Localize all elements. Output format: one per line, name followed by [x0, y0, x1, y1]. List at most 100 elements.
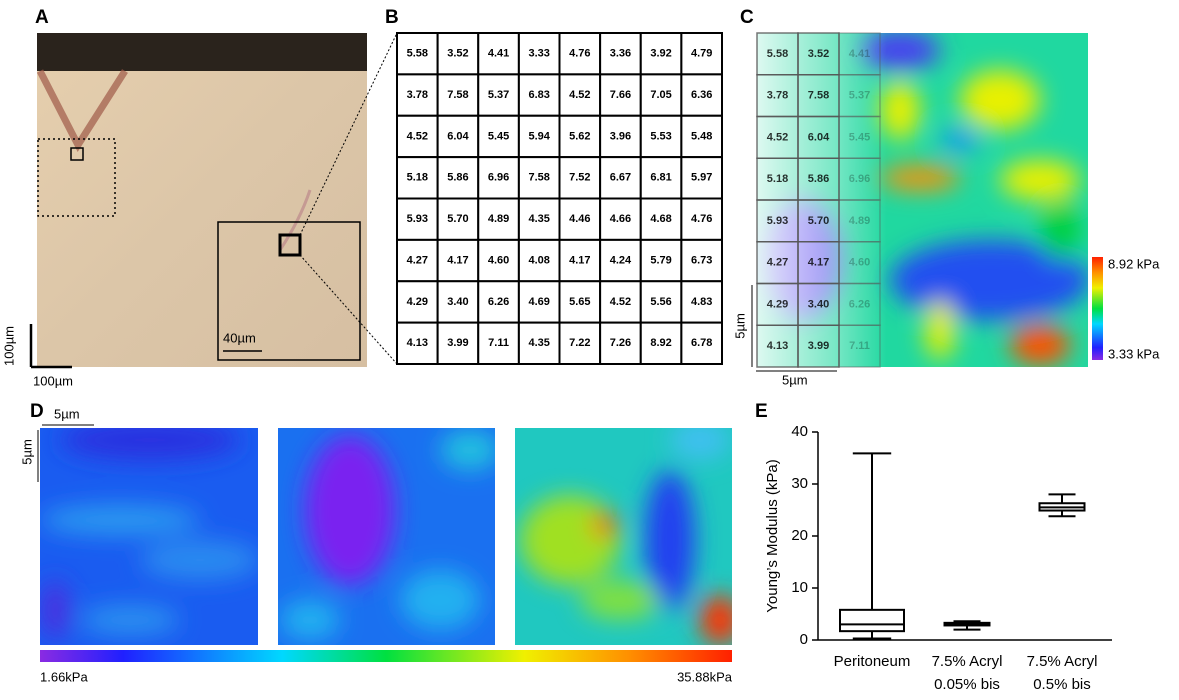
cell-value: 4.83 — [691, 296, 712, 308]
cell-value: 7.26 — [610, 337, 631, 349]
cell-value: 6.36 — [691, 89, 712, 101]
cell-value: 3.99 — [808, 340, 829, 352]
cell-value: 4.52 — [569, 89, 590, 101]
scale-label: 5µm — [54, 406, 80, 421]
scale-label: 100µm — [33, 373, 73, 388]
x-tick-label: 7.5% Acryl — [1027, 653, 1098, 670]
cell-value: 7.11 — [488, 337, 509, 349]
cell-value: 4.79 — [691, 48, 712, 60]
cell-value: 4.24 — [610, 254, 632, 266]
cell-value: 3.78 — [407, 89, 428, 101]
cell-value: 4.17 — [447, 254, 468, 266]
cell-value: 5.86 — [808, 173, 829, 185]
cell-value: 4.17 — [808, 257, 829, 269]
cell-value: 4.35 — [528, 213, 549, 225]
cell-value: 4.69 — [528, 296, 549, 308]
cell-value: 4.89 — [849, 215, 870, 227]
cell-value: 7.52 — [569, 172, 590, 184]
y-tick-label: 20 — [791, 527, 808, 544]
cell-value: 4.76 — [691, 213, 712, 225]
cell-value: 6.73 — [691, 254, 712, 266]
cell-value: 3.40 — [447, 296, 468, 308]
x-tick-label: Peritoneum — [834, 653, 911, 670]
cell-value: 4.08 — [528, 254, 549, 266]
cell-value: 5.53 — [650, 130, 671, 142]
cell-value: 5.97 — [691, 172, 712, 184]
cell-value: 5.93 — [767, 215, 788, 227]
panel-label: C — [740, 7, 754, 28]
heatmap — [278, 428, 500, 645]
cell-value: 4.60 — [849, 257, 870, 269]
cell-value: 4.52 — [610, 296, 631, 308]
cell-value: 3.99 — [447, 337, 468, 349]
scale-label: 5µm — [782, 372, 808, 387]
cell-value: 6.96 — [849, 173, 870, 185]
micrograph — [31, 33, 397, 367]
figure: 100µm 100µm 40µm 5.583.524.413.787.585.3… — [0, 0, 1179, 700]
cell-value: 5.58 — [767, 48, 788, 60]
cell-value: 4.89 — [488, 213, 509, 225]
cell-value: 5.79 — [650, 254, 671, 266]
cell-value: 4.41 — [849, 48, 870, 60]
y-tick-label: 40 — [791, 423, 808, 440]
cell-value: 7.58 — [447, 89, 468, 101]
cell-value: 6.04 — [808, 131, 830, 143]
cell-value: 3.96 — [610, 130, 631, 142]
cell-value: 7.22 — [569, 337, 590, 349]
cell-value: 5.94 — [528, 130, 550, 142]
cell-value: 4.13 — [407, 337, 428, 349]
colorbar-label: 1.66kPa — [40, 669, 88, 684]
x-tick-label: 7.5% Acryl — [932, 653, 1003, 670]
y-tick-label: 30 — [791, 475, 808, 492]
cell-value: 5.56 — [650, 296, 671, 308]
cell-value: 3.36 — [610, 48, 631, 60]
cell-value: 6.04 — [447, 130, 469, 142]
cell-value: 4.60 — [488, 254, 509, 266]
box — [840, 610, 904, 631]
cell-value: 4.52 — [767, 131, 788, 143]
cell-value: 3.52 — [447, 48, 468, 60]
heatmap — [40, 420, 260, 645]
cell-value: 7.66 — [610, 89, 631, 101]
x-tick-label: 0.5% bis — [1033, 676, 1091, 693]
cell-value: 3.33 — [528, 48, 549, 60]
cell-value: 4.66 — [610, 213, 631, 225]
panel-label: B — [385, 7, 399, 28]
cell-value: 5.37 — [488, 89, 509, 101]
cell-value: 5.18 — [407, 172, 428, 184]
cell-value: 6.26 — [849, 298, 870, 310]
y-axis-label: Young’s Modulus (kPa) — [764, 459, 781, 612]
colorbar-label: 35.88kPa — [677, 669, 733, 684]
cell-value: 3.92 — [650, 48, 671, 60]
colorbar-label: 3.33 kPa — [1108, 346, 1160, 361]
colorbar — [1092, 257, 1103, 360]
cell-value: 4.76 — [569, 48, 590, 60]
cell-value: 5.70 — [808, 215, 829, 227]
cell-value: 6.83 — [528, 89, 549, 101]
cell-value: 6.96 — [488, 172, 509, 184]
cell-value: 7.58 — [528, 172, 549, 184]
cell-value: 4.41 — [488, 48, 509, 60]
cell-value: 6.67 — [610, 172, 631, 184]
cell-value: 7.58 — [808, 90, 829, 102]
cell-value: 3.40 — [808, 298, 829, 310]
cell-value: 5.45 — [488, 130, 509, 142]
colorbar-label: 8.92 kPa — [1108, 256, 1160, 271]
cell-value: 5.65 — [569, 296, 590, 308]
cell-value: 6.78 — [691, 337, 712, 349]
scale-label: 5µm — [732, 313, 747, 339]
y-tick-label: 10 — [791, 579, 808, 596]
panel-label: E — [755, 401, 768, 422]
panel-label: D — [30, 401, 44, 422]
cell-value: 4.27 — [407, 254, 428, 266]
cell-value: 7.11 — [849, 340, 870, 352]
cell-value: 5.48 — [691, 130, 712, 142]
cell-value: 4.35 — [528, 337, 549, 349]
y-tick-label: 0 — [800, 631, 808, 648]
cell-value: 7.05 — [650, 89, 671, 101]
heatmap — [757, 30, 1090, 367]
cell-value: 5.70 — [447, 213, 468, 225]
cell-value: 4.27 — [767, 257, 788, 269]
cell-value: 3.78 — [767, 90, 788, 102]
cell-value: 4.29 — [767, 298, 788, 310]
